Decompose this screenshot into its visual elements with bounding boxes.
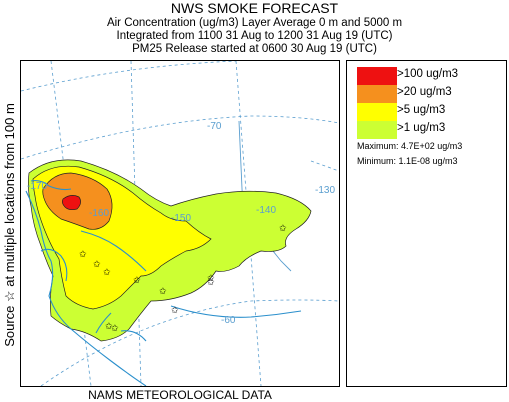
lon-label-130: -130 xyxy=(315,185,335,196)
lon-label-150: -150 xyxy=(171,213,191,224)
coastlines xyxy=(25,180,302,386)
legend-swatch-over-1 xyxy=(357,121,397,139)
minimum-value: Minimum: 1.1E-08 ug/m3 xyxy=(357,156,458,166)
smoke-map-svg: -170 -160 -150 -140 -130 -70 -60 ✩ ✩ ✩ ✩… xyxy=(21,61,339,386)
lat-label-70: -70 xyxy=(207,121,222,132)
concentration-description: Air Concentration (ug/m3) Layer Average … xyxy=(106,17,403,29)
source-marker-icon: ✩ xyxy=(79,250,87,260)
source-marker-icon: ✩ xyxy=(207,274,215,284)
source-marker-icon: ✩ xyxy=(159,287,167,297)
source-marker-icon: ✩ xyxy=(103,268,111,278)
smoke-plume xyxy=(27,159,312,342)
source-marker-icon: ✩ xyxy=(105,322,113,332)
legend-swatch-over-20 xyxy=(357,85,397,103)
lat-label-60: -60 xyxy=(221,315,236,326)
legend-label-over-100: >100 ug/m3 xyxy=(397,68,459,80)
met-data-label: NAMS METEOROLOGICAL DATA xyxy=(88,388,272,402)
source-marker-icon: ✩ xyxy=(207,278,215,288)
source-marker-icon: ✩ xyxy=(171,306,179,316)
source-marker-icon: ✩ xyxy=(93,260,101,270)
legend-panel: >100 ug/m3 >20 ug/m3 >5 ug/m3 >1 ug/m3 M… xyxy=(346,60,507,387)
source-side-label: Source ☆ at multiple locations from 100 … xyxy=(0,60,20,390)
integration-period: Integrated from 1100 31 Aug to 1200 31 A… xyxy=(116,30,393,42)
map-title: NWS SMOKE FORECAST xyxy=(170,0,339,16)
lon-label-140: -140 xyxy=(256,205,276,216)
grid-labels: -170 -160 -150 -140 -130 -70 -60 xyxy=(27,121,335,326)
release-info: PM25 Release started at 0600 30 Aug 19 (… xyxy=(132,43,377,55)
legend-swatch-over-100 xyxy=(357,67,397,85)
source-marker-icon: ✩ xyxy=(279,224,287,234)
legend-swatch-over-5 xyxy=(357,103,397,121)
legend-label-over-1: >1 ug/m3 xyxy=(397,122,446,134)
legend-label-over-20: >20 ug/m3 xyxy=(397,86,452,98)
lon-label-170: -170 xyxy=(27,181,47,192)
legend-label-over-5: >5 ug/m3 xyxy=(397,104,446,116)
maximum-value: Maximum: 4.7E+02 ug/m3 xyxy=(357,141,463,151)
source-marker-icon: ✩ xyxy=(133,276,141,286)
source-markers: ✩ ✩ ✩ ✩ ✩ ✩ ✩ ✩ ✩ ✩ ✩ xyxy=(79,224,287,334)
lon-label-160: -160 xyxy=(89,208,109,219)
map-panel: -170 -160 -150 -140 -130 -70 -60 ✩ ✩ ✩ ✩… xyxy=(20,60,340,387)
source-marker-icon: ✩ xyxy=(111,324,119,334)
plume-over-100 xyxy=(61,195,81,211)
source-label-text: Source ☆ at multiple locations from 100 … xyxy=(2,103,17,347)
